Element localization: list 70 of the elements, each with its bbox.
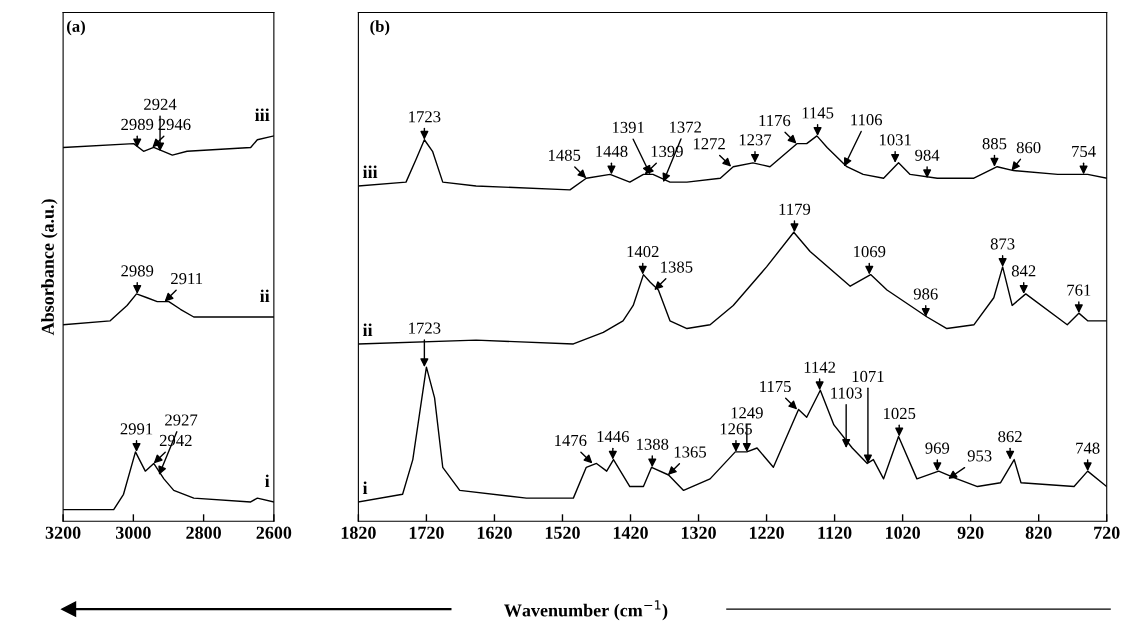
- x-tick-label: 1020: [886, 526, 920, 539]
- annotation: 1103: [831, 387, 862, 399]
- y-axis-title: Absorbance (a.u.): [41, 199, 58, 336]
- annotation: 1175: [760, 380, 791, 393]
- annotation: 1391: [612, 121, 644, 134]
- annotation: 860: [1016, 141, 1041, 154]
- x-tick-label: 3200: [45, 526, 81, 539]
- annotation: 1031: [879, 134, 911, 146]
- series-label: ii: [362, 323, 373, 336]
- annotation: 1071: [852, 370, 884, 383]
- annotation: 748: [1076, 442, 1100, 454]
- annotation: 1446: [597, 431, 629, 443]
- x-tick-label: 820: [1025, 526, 1052, 539]
- annotation: 1723: [409, 111, 441, 123]
- annotation: 2924: [144, 98, 177, 110]
- annotation: 1385: [661, 261, 693, 273]
- x-axis-title: Wavenumber (cm$^{−1}$): [504, 600, 668, 621]
- annotation: 2911: [171, 273, 203, 285]
- annotation: 1106: [851, 114, 883, 126]
- x-tick-label: 1620: [477, 526, 512, 539]
- annotation: 1476: [555, 434, 587, 447]
- annotation: 2989: [121, 118, 154, 131]
- x-tick-label: 1420: [613, 526, 648, 539]
- annotation: 761: [1067, 284, 1091, 296]
- annotation: 2927: [165, 414, 198, 426]
- series-label: iii: [255, 108, 270, 121]
- annotation: 2989: [121, 265, 154, 277]
- x-tick-label: 920: [957, 526, 984, 539]
- x-tick-label: 1120: [818, 526, 852, 539]
- series-label: iii: [362, 165, 378, 178]
- annotation: 1176: [759, 115, 791, 127]
- x-tick-label: 1320: [681, 526, 716, 539]
- annotation: 1145: [802, 107, 834, 119]
- annotation: 754: [1072, 145, 1096, 158]
- annotation: 1723: [409, 322, 441, 334]
- annotation: 1365: [674, 446, 707, 458]
- annotation: 1069: [854, 245, 886, 258]
- series-label: ii: [260, 289, 270, 303]
- annotation: 1237: [739, 134, 772, 146]
- annotation: 1448: [596, 145, 628, 158]
- text: (a): [67, 20, 85, 36]
- annotation: 984: [915, 149, 940, 161]
- annotation: 1388: [637, 438, 669, 450]
- annotation: 953: [967, 450, 992, 462]
- x-tick-label: 2800: [186, 526, 221, 539]
- annotation: 1402: [627, 245, 659, 258]
- x-tick-label: 1820: [341, 526, 376, 539]
- annotation: 1272: [693, 138, 725, 150]
- x-tick-label: 1720: [409, 526, 444, 539]
- x-tick-label: 2600: [256, 526, 292, 539]
- series-label: i: [362, 481, 368, 494]
- annotation: 842: [1011, 265, 1036, 277]
- annotation: 2991: [120, 423, 153, 435]
- annotation: 1372: [670, 121, 701, 133]
- annotation: 986: [913, 288, 938, 300]
- annotation: 1025: [884, 407, 916, 420]
- x-tick-label: 3000: [115, 526, 151, 539]
- annotation: 1179: [779, 203, 811, 215]
- text: (b): [370, 20, 390, 36]
- annotation: 969: [925, 442, 950, 454]
- annotation: 1485: [549, 149, 581, 161]
- x-tick-label: 720: [1094, 526, 1120, 539]
- annotation: 885: [982, 138, 1007, 150]
- annotation: 862: [998, 430, 1022, 443]
- x-tick-label: 1520: [545, 526, 580, 539]
- series-label: i: [265, 474, 270, 488]
- x-tick-label: 1220: [749, 526, 784, 539]
- annotation: 873: [990, 238, 1015, 250]
- annotation: 1249: [731, 407, 763, 419]
- annotation: 1142: [804, 361, 836, 373]
